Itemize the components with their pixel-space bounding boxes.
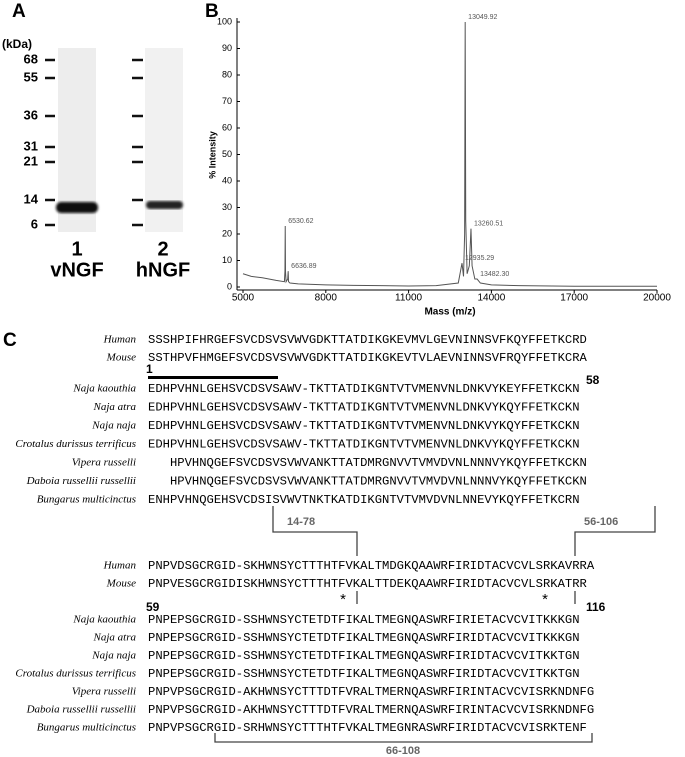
peak-label: 6530.62 bbox=[288, 218, 313, 225]
sequence: PNPEPSGCRGID-SSHWNSYCTETDTFIKALTMEGNQASW… bbox=[148, 649, 580, 663]
marker-label: 21 bbox=[24, 153, 38, 168]
y-tick-label: 30 bbox=[222, 202, 232, 212]
gel-lane bbox=[58, 48, 96, 232]
residue-start: 1 bbox=[146, 362, 153, 376]
species-name: Mouse bbox=[106, 578, 136, 590]
disulfide-label: 66-108 bbox=[386, 745, 420, 757]
species-name: Human bbox=[103, 560, 137, 572]
sequence: HPVHNQGEFSVCDSVSVWVANKTTATDMRGNVVTVMVDVN… bbox=[170, 456, 587, 470]
sequence: EDHPVHNLGEHSVCDSVSAWV-TKTTATDIKGNTVTVMEN… bbox=[148, 401, 580, 415]
y-tick-label: 100 bbox=[217, 16, 232, 26]
x-axis-label: Mass (m/z) bbox=[424, 307, 475, 318]
unit-label: (kDa) bbox=[2, 37, 32, 51]
residue-end: 58 bbox=[586, 373, 600, 387]
y-axis-label: % Intensity bbox=[207, 131, 217, 179]
lane-name: hNGF bbox=[136, 259, 190, 281]
sequence: EDHPVHNLGEHSVCDSVSAWV-TKTTATDIKGNTVTVMEN… bbox=[148, 438, 580, 452]
x-tick-label: 5000 bbox=[232, 293, 255, 304]
marker-label: 36 bbox=[24, 107, 38, 122]
y-tick-label: 70 bbox=[222, 96, 232, 106]
y-tick-label: 40 bbox=[222, 175, 232, 185]
sequence: EDHPVHNLGEHSVCDSVSAWV-TKTTATDIKGNTVTVMEN… bbox=[148, 382, 580, 396]
species-name: Bungarus multicinctus bbox=[37, 494, 136, 506]
marker-label: 31 bbox=[24, 138, 38, 153]
species-name: Crotalus durissus terrificus bbox=[15, 668, 136, 680]
marker-label: 14 bbox=[24, 191, 39, 206]
lane-number: 1 bbox=[71, 238, 82, 260]
species-name: Naja naja bbox=[91, 650, 136, 662]
spectrum-line bbox=[242, 21, 657, 287]
asterisk: * bbox=[340, 591, 346, 608]
x-tick-label: 17000 bbox=[560, 293, 588, 304]
y-tick-label: 10 bbox=[222, 255, 232, 265]
y-tick-label: 90 bbox=[222, 43, 232, 53]
sequence: PNPVESGCRGIDISKHWNSYCTTTHTFVKALTTDEKQAAW… bbox=[148, 577, 587, 591]
species-name: Daboia russellii russellii bbox=[26, 475, 136, 487]
sequence: PNPEPSGCRGID-SSHWNSYCTETDTFIKALTMEGNQASW… bbox=[148, 613, 580, 627]
panel-label: B bbox=[205, 1, 219, 22]
species-name: Mouse bbox=[106, 352, 136, 364]
peak-label: 12935.29 bbox=[465, 255, 494, 262]
sequence: PNPEPSGCRGID-SSHWNSYCTETDTFIKALTMEGNQASW… bbox=[148, 631, 580, 645]
species-name: Naja naja bbox=[91, 420, 136, 432]
asterisk: * bbox=[542, 591, 548, 608]
x-tick-label: 8000 bbox=[315, 293, 338, 304]
disulfide-bracket bbox=[272, 506, 358, 604]
peak-label: 13049.92 bbox=[468, 14, 497, 21]
lane-name: vNGF bbox=[50, 259, 103, 281]
disulfide-label: 56-106 bbox=[584, 516, 618, 528]
species-name: Naja atra bbox=[93, 632, 137, 644]
peak-label: 6636.89 bbox=[291, 263, 316, 270]
x-tick-label: 14000 bbox=[477, 293, 505, 304]
sequence: ENHPVHNQGEHSVCDSISVWVTNKTKATDIKGNTVTVMVD… bbox=[148, 493, 580, 507]
sequence: PNPVPSGCRGID-AKHWNSYCTTTDTFVRALTMERNQASW… bbox=[148, 685, 594, 699]
disulfide-label: 14-78 bbox=[287, 516, 315, 528]
y-tick-label: 60 bbox=[222, 122, 232, 132]
species-name: Bungarus multicinctus bbox=[37, 722, 136, 734]
disulfide-bracket bbox=[214, 733, 593, 743]
underline-bar bbox=[148, 376, 278, 379]
sequence: SSTHPVFHMGEFSVCDSVSVWVGDKTTATDIKGKEVTVLA… bbox=[148, 351, 588, 365]
peak-label: 13260.51 bbox=[474, 221, 503, 228]
sequence: PNPVPSGCRGID-AKHWNSYCTTTDTFVRALTMERNQASW… bbox=[148, 703, 594, 717]
marker-label: 55 bbox=[24, 69, 38, 84]
species-name: Vipera russelli bbox=[72, 457, 136, 469]
y-tick-label: 80 bbox=[222, 69, 232, 79]
species-name: Vipera russelli bbox=[72, 686, 136, 698]
panel-label: C bbox=[3, 330, 17, 351]
sequence: PNPEPSGCRGID-SSHWNSYCTETDTFIKALTMEGNQASW… bbox=[148, 667, 580, 681]
species-name: Naja kaouthia bbox=[72, 383, 136, 395]
peak-label: 13482.30 bbox=[480, 271, 509, 278]
marker-label: 68 bbox=[24, 51, 38, 66]
species-name: Crotalus durissus terrificus bbox=[15, 438, 136, 450]
gel-band bbox=[146, 201, 183, 209]
gel-band bbox=[56, 202, 98, 213]
y-tick-label: 50 bbox=[222, 149, 232, 159]
species-name: Human bbox=[103, 334, 137, 346]
species-name: Naja atra bbox=[93, 401, 137, 413]
x-tick-label: 11000 bbox=[395, 293, 423, 304]
sequence: PNPVPSGCRGID-SRHWNSYCTTTHTFVKALTMEGNRASW… bbox=[148, 721, 587, 735]
marker-label: 6 bbox=[31, 216, 38, 231]
sequence: EDHPVHNLGEHSVCDSVSAWV-TKTTATDIKGNTVTVMEN… bbox=[148, 419, 580, 433]
sequence: SSSHPIFHRGEFSVCDSVSVWVGDKTTATDIKGKEVMVLG… bbox=[148, 333, 587, 347]
y-tick-label: 0 bbox=[227, 281, 232, 291]
sequence: PNPVDSGCRGID-SKHWNSYCTTTHTFVKALTMDGKQAAW… bbox=[148, 559, 595, 573]
sequence: HPVHNQGEFSVCDSVSVWVANKTTATDMRGNVVTVMVDVN… bbox=[170, 475, 587, 489]
panel-label: A bbox=[12, 1, 26, 22]
lane-number: 2 bbox=[157, 238, 168, 260]
disulfide-bracket bbox=[574, 506, 656, 604]
x-tick-label: 20000 bbox=[643, 293, 671, 304]
species-name: Daboia russellii russellii bbox=[26, 704, 136, 716]
residue-end: 116 bbox=[586, 600, 606, 614]
y-tick-label: 20 bbox=[222, 228, 232, 238]
species-name: Naja kaouthia bbox=[72, 614, 136, 626]
residue-start: 59 bbox=[146, 600, 160, 614]
